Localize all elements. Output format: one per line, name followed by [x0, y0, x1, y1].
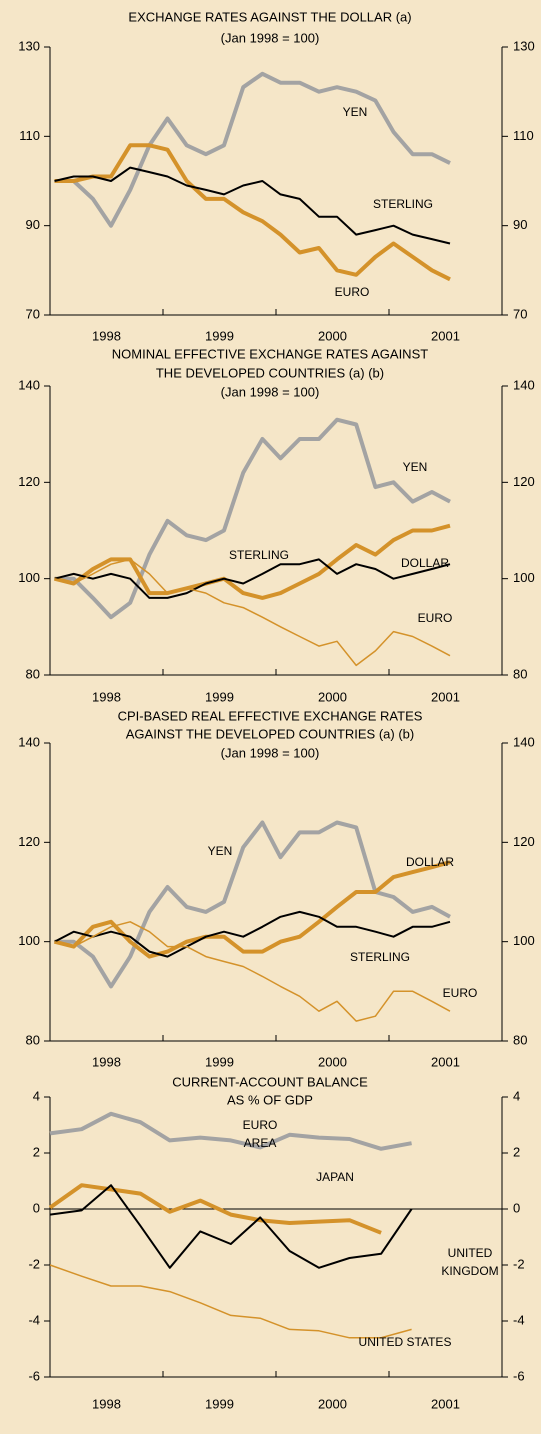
y-tick-label: 100 [18, 570, 40, 585]
y2-tick-label: 140 [513, 377, 535, 392]
y-tick-label: 70 [26, 306, 40, 321]
chart-title: EXCHANGE RATES AGAINST THE DOLLAR (a) [128, 9, 411, 24]
x-tick-label: 1999 [205, 1396, 234, 1411]
series-line [54, 921, 451, 1022]
x-tick-label: 2001 [431, 1396, 460, 1411]
chart-title: NOMINAL EFFECTIVE EXCHANGE RATES AGAINST [112, 346, 428, 361]
series-label: YEN [402, 460, 428, 474]
series-line [54, 558, 451, 667]
y-tick-label: 100 [18, 933, 40, 948]
x-tick-label: 2001 [431, 328, 460, 343]
x-tick-label: 2001 [431, 689, 460, 704]
x-tick-label: 1998 [92, 328, 121, 343]
series-label: EURO AREA [242, 1118, 278, 1150]
x-tick-label: 1999 [205, 689, 234, 704]
y-tick-label: 80 [26, 666, 40, 681]
series-label: DOLLAR [405, 855, 455, 869]
series-line [54, 820, 451, 989]
y2-tick-label: 140 [513, 734, 535, 749]
y-tick-label: 90 [26, 217, 40, 232]
y-tick-label: 140 [18, 377, 40, 392]
y2-tick-label: 0 [513, 1200, 520, 1215]
series-label: YEN [342, 105, 368, 119]
series-line [54, 523, 451, 600]
y2-tick-label: -6 [513, 1368, 525, 1383]
series-line [54, 166, 451, 245]
series-label: STERLING [372, 197, 434, 211]
y-tick-label: 2 [33, 1144, 40, 1159]
series-label: JAPAN [316, 1170, 354, 1184]
series-label: EURO [417, 611, 453, 625]
x-tick-label: 2000 [318, 1396, 347, 1411]
x-tick-label: 2000 [318, 689, 347, 704]
series-label: YEN [207, 844, 233, 858]
series-label: DOLLAR [400, 556, 450, 570]
series-label: EURO [442, 986, 478, 1000]
series-line [54, 71, 451, 228]
series-line [54, 558, 451, 599]
series-line [49, 1184, 413, 1269]
y-tick-label: 130 [18, 38, 40, 53]
y-tick-label: 120 [18, 474, 40, 489]
x-tick-label: 2000 [318, 1054, 347, 1069]
y2-tick-label: 110 [513, 128, 534, 143]
series-line [54, 860, 451, 959]
series-line [54, 143, 451, 282]
y2-tick-label: 80 [513, 666, 527, 681]
y2-tick-label: 80 [513, 1032, 527, 1047]
series-label: EURO [334, 285, 370, 299]
y2-tick-label: -4 [513, 1312, 525, 1327]
chart-title: CURRENT-ACCOUNT BALANCE [172, 1074, 368, 1089]
y2-tick-label: 4 [513, 1088, 520, 1103]
series-line [54, 910, 451, 958]
y-tick-label: -2 [28, 1256, 40, 1271]
x-tick-label: 1998 [92, 1054, 121, 1069]
series-label: STERLING [228, 548, 290, 562]
y-tick-label: 0 [33, 1200, 40, 1215]
series-line [49, 1264, 412, 1339]
series-label: UNITED STATES [358, 1335, 452, 1349]
x-tick-label: 1998 [92, 1396, 121, 1411]
chart-subtitle: (Jan 1998 = 100) [221, 745, 320, 760]
y2-tick-label: 120 [513, 474, 535, 489]
y2-tick-label: 2 [513, 1144, 520, 1159]
y-tick-label: 140 [18, 734, 40, 749]
y2-tick-label: 90 [513, 217, 527, 232]
y-tick-label: 110 [19, 128, 40, 143]
series-label: UNITED KINGDOM [441, 1246, 499, 1278]
y-tick-label: 120 [18, 834, 40, 849]
y-tick-label: -4 [28, 1312, 40, 1327]
x-tick-label: 2001 [431, 1054, 460, 1069]
y-tick-label: 4 [33, 1088, 40, 1103]
y-tick-label: -6 [28, 1368, 40, 1383]
x-tick-label: 1999 [205, 328, 234, 343]
x-tick-label: 1999 [205, 1054, 234, 1069]
chart-title: AGAINST THE DEVELOPED COUNTRIES (a) (b) [126, 726, 414, 741]
chart-subtitle: (Jan 1998 = 100) [221, 384, 320, 399]
series-label: STERLING [349, 950, 411, 964]
y2-tick-label: 120 [513, 834, 535, 849]
chart-subtitle: (Jan 1998 = 100) [221, 30, 320, 45]
series-line [49, 1111, 412, 1151]
y2-tick-label: 100 [513, 933, 535, 948]
y2-tick-label: 100 [513, 570, 535, 585]
y2-tick-label: 70 [513, 306, 527, 321]
chart-title: CPI-BASED REAL EFFECTIVE EXCHANGE RATES [118, 708, 423, 723]
y2-tick-label: 130 [513, 38, 535, 53]
x-tick-label: 1998 [92, 689, 121, 704]
y-tick-label: 80 [26, 1032, 40, 1047]
chart-title: AS % OF GDP [227, 1092, 313, 1107]
chart-title: THE DEVELOPED COUNTRIES (a) (b) [156, 365, 384, 380]
x-tick-label: 2000 [318, 328, 347, 343]
y2-tick-label: -2 [513, 1256, 525, 1271]
series-line [54, 417, 451, 620]
